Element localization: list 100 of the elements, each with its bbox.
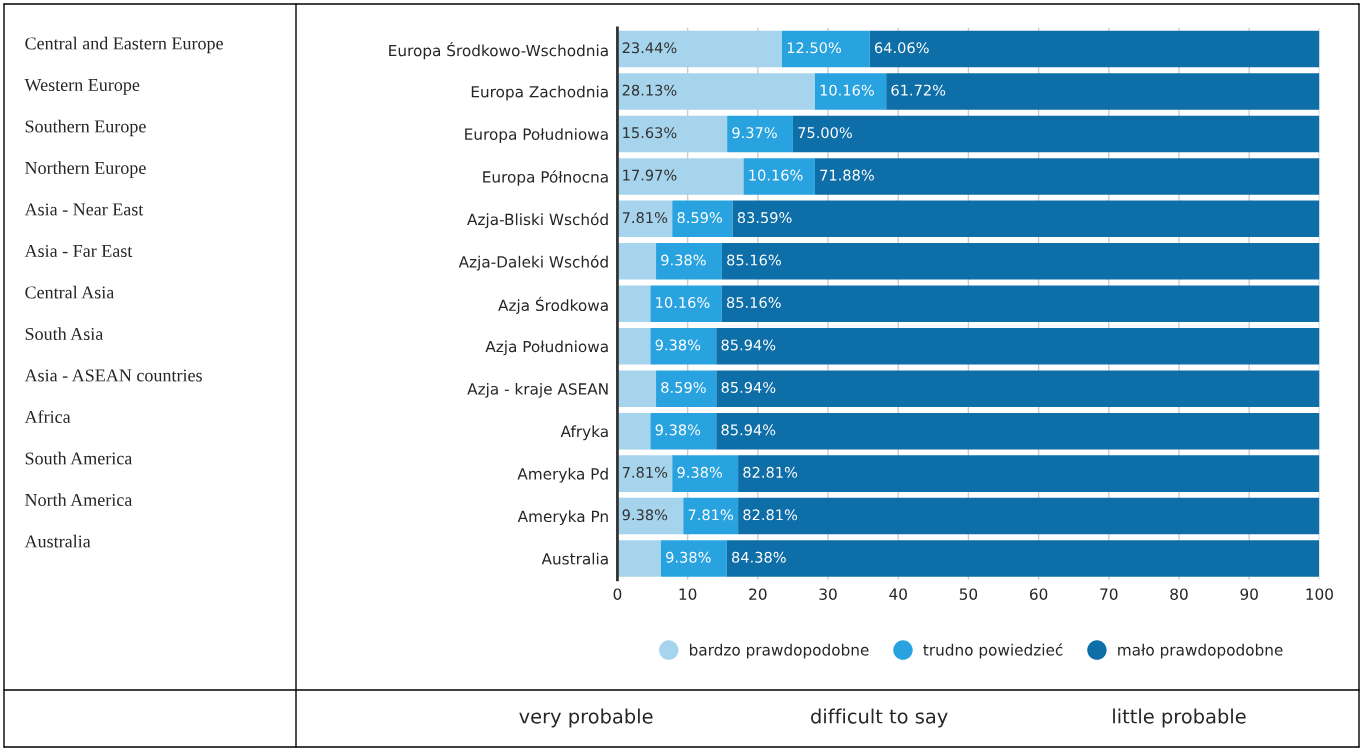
data-label: 8.59%	[677, 212, 722, 224]
data-label: 23.44%	[622, 42, 677, 54]
bar	[660, 540, 727, 577]
bar	[781, 30, 870, 68]
bar	[617, 497, 684, 535]
text: very probable	[519, 708, 653, 728]
x-tick-label: 100	[1306, 588, 1333, 600]
y-tick-label: Azja-Daleki Wschód	[458, 255, 608, 271]
bar	[650, 412, 717, 450]
y-tick-label: Azja - kraje ASEAN	[467, 382, 608, 398]
y-tick-label: Europa Północna	[483, 170, 608, 186]
data-label: 82.81%	[743, 509, 798, 521]
data-label: 71.88%	[820, 169, 874, 181]
bar	[716, 370, 1320, 407]
text: Southern Europe	[25, 119, 146, 137]
bar	[617, 327, 651, 365]
bar	[656, 243, 722, 280]
bar	[683, 497, 739, 535]
data-label: 75.00%	[798, 127, 852, 139]
x-tick-label: 40	[889, 588, 907, 600]
text: South Asia	[25, 327, 104, 341]
data-label: 9.37%	[732, 127, 777, 139]
x-tick-label: 80	[1170, 588, 1188, 600]
x-tick-label: 60	[1029, 588, 1048, 600]
data-label: 9.38%	[622, 509, 668, 521]
bar	[886, 73, 1320, 110]
data-label: 7.81%	[622, 466, 668, 478]
y-tick-label: Azja-Bliski Wschód	[467, 212, 608, 229]
data-label: 15.63%	[623, 127, 677, 139]
bar	[721, 285, 1320, 323]
bar	[617, 158, 744, 195]
legend-label: mało prawdopodobne	[1118, 643, 1283, 659]
y-tick-label: Azja Południowa	[485, 340, 608, 356]
data-label: 28.13%	[622, 84, 677, 96]
data-label: 17.97%	[623, 169, 677, 181]
bar	[716, 327, 1320, 365]
bar	[617, 73, 815, 110]
legend-label: trudno powiedzieć	[923, 643, 1063, 659]
bar	[869, 30, 1320, 68]
data-label: 85.16%	[726, 296, 781, 309]
text: Asia - Far East	[24, 244, 133, 258]
x-tick-label: 30	[819, 588, 837, 600]
data-label: 83.59%	[737, 212, 792, 224]
text: Central Asia	[25, 285, 115, 299]
data-label: 8.59%	[661, 381, 706, 393]
bar	[738, 497, 1320, 535]
x-tick-label: 90	[1240, 588, 1258, 600]
bar	[743, 158, 815, 195]
data-label: 82.81%	[743, 466, 798, 478]
y-tick-label: Australia	[541, 552, 608, 565]
x-tick-label: 70	[1100, 588, 1118, 600]
bar	[716, 412, 1320, 450]
x-tick-label: 0	[613, 588, 622, 600]
y-tick-label: Azja Środkowa	[498, 296, 608, 315]
bar	[656, 370, 717, 407]
bar	[617, 540, 661, 577]
bar	[814, 158, 1320, 195]
y-tick-label: Ameryka Pd	[517, 467, 608, 483]
bar	[792, 115, 1320, 153]
data-label: 12.50%	[787, 42, 841, 54]
data-label: 9.38%	[666, 551, 711, 563]
data-label: 61.72%	[891, 84, 946, 96]
y-tick-label: Ameryka Pn	[517, 510, 608, 526]
data-label: 85.94%	[721, 339, 776, 351]
data-label: 85.94%	[721, 424, 776, 436]
text: North America	[25, 493, 133, 507]
y-tick-label: Europa Południowa	[465, 128, 608, 143]
bar	[617, 285, 651, 323]
bar	[672, 200, 733, 238]
text: difficult to say	[811, 708, 948, 728]
bar	[726, 540, 1320, 577]
text: Asia - ASEAN countries	[24, 369, 202, 382]
x-tick-label: 20	[749, 588, 767, 600]
data-label: 10.16%	[749, 169, 803, 181]
data-label: 7.81%	[622, 212, 668, 224]
x-tick-label: 50	[959, 588, 978, 600]
bar	[650, 327, 717, 365]
bar	[617, 370, 657, 407]
data-label: 85.16%	[727, 254, 781, 266]
data-label: 10.16%	[656, 296, 710, 309]
data-label: 9.38%	[655, 424, 701, 436]
legend-label: bardzo prawdopodobne	[690, 643, 869, 659]
bar	[814, 73, 887, 110]
data-label: 84.38%	[732, 551, 786, 563]
bar	[617, 115, 728, 153]
data-label: 7.81%	[688, 509, 734, 521]
data-label: 85.94%	[721, 381, 776, 393]
data-label: 9.38%	[677, 466, 722, 478]
bar	[617, 412, 651, 450]
text: Asia - Near East	[24, 203, 144, 216]
data-label: 10.16%	[820, 84, 874, 96]
text: Northern Europe	[25, 161, 146, 178]
y-tick-label: Europa Środkowo-Wschodnia	[389, 41, 608, 60]
text: Central and Eastern Europe	[25, 36, 223, 54]
text: Western Europe	[24, 79, 140, 95]
y-tick-label: Europa Zachodnia	[471, 85, 608, 101]
x-tick-label: 10	[679, 588, 697, 600]
bar	[732, 200, 1320, 238]
text: Australia	[24, 534, 91, 548]
bar	[650, 285, 722, 323]
